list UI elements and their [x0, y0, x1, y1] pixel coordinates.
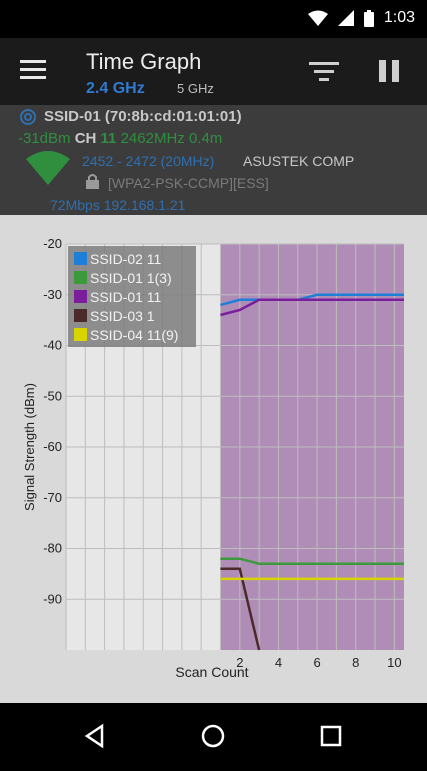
ap-channel-label: CH [74, 130, 97, 147]
pause-icon [379, 60, 399, 82]
recents-button[interactable] [316, 721, 346, 751]
legend-label: SSID-01 1(3) [90, 270, 172, 286]
legend-label: SSID-03 1 [90, 308, 155, 324]
x-tick-label: 10 [387, 655, 401, 670]
status-icons: 1:03 [307, 9, 415, 27]
access-point-panel[interactable]: SSID-01 (70:8b:cd:01:01:01) -31dBm CH 11… [0, 105, 427, 215]
series-line [220, 557, 404, 565]
home-icon [201, 724, 225, 748]
x-axis-label: Scan Count [175, 664, 248, 680]
x-tick-label: 6 [313, 655, 320, 670]
ap-vendor: ASUSTEK COMP [243, 153, 355, 169]
x-tick-label: 4 [275, 655, 282, 670]
hamburger-icon [20, 60, 46, 63]
y-tick-label: -30 [43, 287, 62, 302]
hamburger-icon-line [20, 76, 46, 79]
filter-button[interactable] [309, 60, 339, 82]
menu-button[interactable] [20, 60, 46, 82]
ap-signal-row: -31dBm CH 11 2462MHz 0.4m [18, 130, 222, 147]
y-tick-label: -90 [43, 591, 62, 606]
nav-bar [0, 703, 427, 771]
ap-frequency: 2462MHz [120, 130, 185, 147]
x-axis-ticks: 2 4 6 8 10 [236, 655, 401, 670]
time-graph-area: -20 -30 -40 -50 -60 -70 -80 -90 2 4 6 8 10 Signal S… [0, 215, 427, 703]
legend-swatch [74, 309, 87, 322]
page-title: Time Graph [86, 49, 202, 74]
band-tab-2-4ghz[interactable]: 2.4 GHz [86, 80, 145, 97]
clock-time: 1:03 [383, 9, 415, 26]
ap-ssid: SSID-01 (70:8b:cd:01:01:01) [44, 108, 242, 125]
x-tick-label: 2 [236, 655, 243, 670]
y-tick-label: -50 [43, 388, 62, 403]
pause-button[interactable] [378, 60, 402, 82]
battery-icon [363, 9, 374, 27]
legend-label: SSID-04 11(9) [90, 327, 178, 343]
legend-swatch [74, 290, 87, 303]
y-axis-label: Signal Strength (dBm) [22, 383, 37, 511]
y-tick-label: -60 [43, 439, 62, 454]
recents-icon [320, 725, 342, 747]
y-tick-label: -70 [43, 490, 62, 505]
legend-label: SSID-01 11 [90, 289, 162, 305]
y-tick-label: -20 [43, 236, 62, 251]
ap-speed: 72Mbps [50, 197, 100, 213]
x-tick-label: 8 [352, 655, 359, 670]
ap-signal: -31dBm [18, 130, 71, 147]
y-tick-label: -40 [43, 338, 62, 353]
back-icon [84, 723, 104, 749]
connected-icon [20, 109, 36, 125]
time-graph-chart: -20 -30 -40 -50 -60 -70 -80 -90 2 4 6 8 10 Signal S… [22, 236, 404, 680]
ap-ip: 192.168.1.21 [103, 197, 186, 213]
legend-swatch [74, 328, 87, 341]
legend: SSID-02 11 SSID-01 1(3) SSID-01 11 SSID-03 … [68, 246, 196, 347]
wifi-strength-icon [26, 151, 70, 185]
y-axis-ticks: -20 -30 -40 -50 -60 -70 -80 -90 [43, 236, 62, 606]
app-bar: Time Graph 2.4 GHz 5 GHz [0, 38, 427, 105]
lock-icon [86, 174, 99, 189]
wifi-icon [307, 10, 328, 26]
legend-swatch [74, 252, 87, 265]
legend-box [68, 246, 196, 347]
legend-swatch [74, 271, 87, 284]
home-button[interactable] [198, 721, 228, 751]
legend-label: SSID-02 11 [90, 251, 162, 267]
ap-network-row: 72Mbps 192.168.1.21 [50, 197, 185, 213]
hamburger-icon-line [20, 68, 46, 71]
ap-channel-range: 2452 - 2472 (20MHz) [82, 153, 215, 169]
series-line [220, 567, 261, 651]
cell-signal-icon [337, 10, 354, 26]
status-bar: 1:03 [0, 0, 427, 38]
ap-channel: 11 [100, 130, 117, 147]
series-lines [220, 293, 404, 651]
back-button[interactable] [80, 721, 110, 751]
filter-icon [309, 62, 339, 81]
band-tab-5ghz[interactable]: 5 GHz [177, 81, 214, 96]
series-line [220, 298, 404, 317]
y-tick-label: -80 [43, 541, 62, 556]
ap-security: [WPA2-PSK-CCMP][ESS] [108, 175, 269, 191]
ap-distance: 0.4m [188, 130, 223, 147]
series-line [220, 293, 404, 307]
